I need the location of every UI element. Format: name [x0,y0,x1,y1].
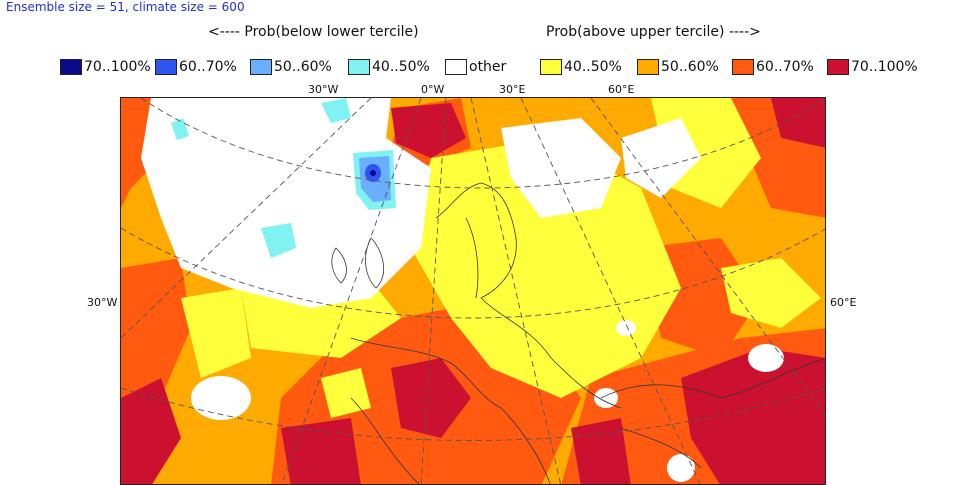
left-label-30w: 30°W [87,296,118,309]
map-region [501,118,621,218]
legend-label: 60..70% [756,59,814,75]
legend-label: 70..100% [84,59,151,75]
graticule-line [121,387,825,441]
legend-swatch [827,59,849,75]
legend-item-below-40-50: 40..50% [348,57,430,77]
legend-swatch [250,59,272,75]
graticule-line [121,227,825,319]
top-label-60e: 60°E [608,83,635,96]
map-region [411,138,681,398]
map-region [667,454,695,482]
map-region [594,388,618,408]
below-tercile-label: <---- Prob(below lower tercile) [208,24,419,40]
above-tercile-label: Prob(above upper tercile) ----> [546,24,761,40]
graticule-line [140,98,825,189]
map-region [321,368,371,418]
legend-item-above-60-70: 60..70% [732,57,814,77]
graticule [121,98,825,484]
coastline [350,397,420,484]
legend-swatch [60,59,82,75]
graticule-line [590,98,825,417]
map-region [571,418,631,484]
map-region [141,98,431,308]
legend-label: 40..50% [372,59,430,75]
legend-item-below-70-100: 70..100% [60,57,151,77]
legend-swatch [445,59,467,75]
legend-swatch [348,59,370,75]
coastline [365,237,385,289]
coastline [331,247,347,284]
graticule-line [470,98,561,484]
legend: 70..100% 60..70% 50..60% 40..50% other 4… [60,57,954,77]
map-region [748,344,784,372]
legend-item-above-70-100: 70..100% [827,57,918,77]
coastline [350,337,502,409]
legend-swatch [732,59,754,75]
coastline [620,427,702,469]
map-region [321,98,351,123]
legend-item-above-40-50: 40..50% [540,57,622,77]
coastline [435,182,517,299]
top-label-30e: 30°E [499,83,526,96]
legend-label: 60..70% [179,59,237,75]
legend-swatch [540,59,562,75]
coastline [480,297,622,409]
map-region [391,358,471,438]
top-label-30w: 30°W [308,83,339,96]
legend-item-other: other [445,57,506,77]
map-region [191,376,251,420]
right-label-60e: 60°E [830,296,857,309]
map-region [616,320,636,336]
legend-label: 70..100% [851,59,918,75]
graticule-line [420,98,447,484]
coastlines [331,182,825,484]
legend-swatch [155,59,177,75]
legend-item-below-60-70: 60..70% [155,57,237,77]
probability-map [120,97,826,485]
map-region [261,223,296,258]
legend-item-above-50-60: 50..60% [637,57,719,77]
coastline [465,217,479,299]
coastline [600,358,825,399]
graticule-line [121,98,372,339]
map-region [771,98,825,148]
legend-swatch [637,59,659,75]
map-region [121,258,191,428]
legend-label: 40..50% [564,59,622,75]
map-region [681,348,825,484]
map-region [370,170,376,176]
legend-label: 50..60% [274,59,332,75]
map-region [721,258,821,328]
graticule-line [281,98,422,484]
legend-label: 50..60% [661,59,719,75]
legend-label: other [469,59,507,75]
map-region [281,418,361,484]
ensemble-info: Ensemble size = 51, climate size = 600 [6,0,245,14]
legend-item-below-50-60: 50..60% [250,57,332,77]
map-region [121,378,181,484]
top-label-0w: 0°W [421,83,445,96]
map-region [181,288,251,378]
graticule-line [520,98,701,484]
coastline [500,407,551,484]
map-region [391,103,466,158]
map-region [621,118,701,198]
